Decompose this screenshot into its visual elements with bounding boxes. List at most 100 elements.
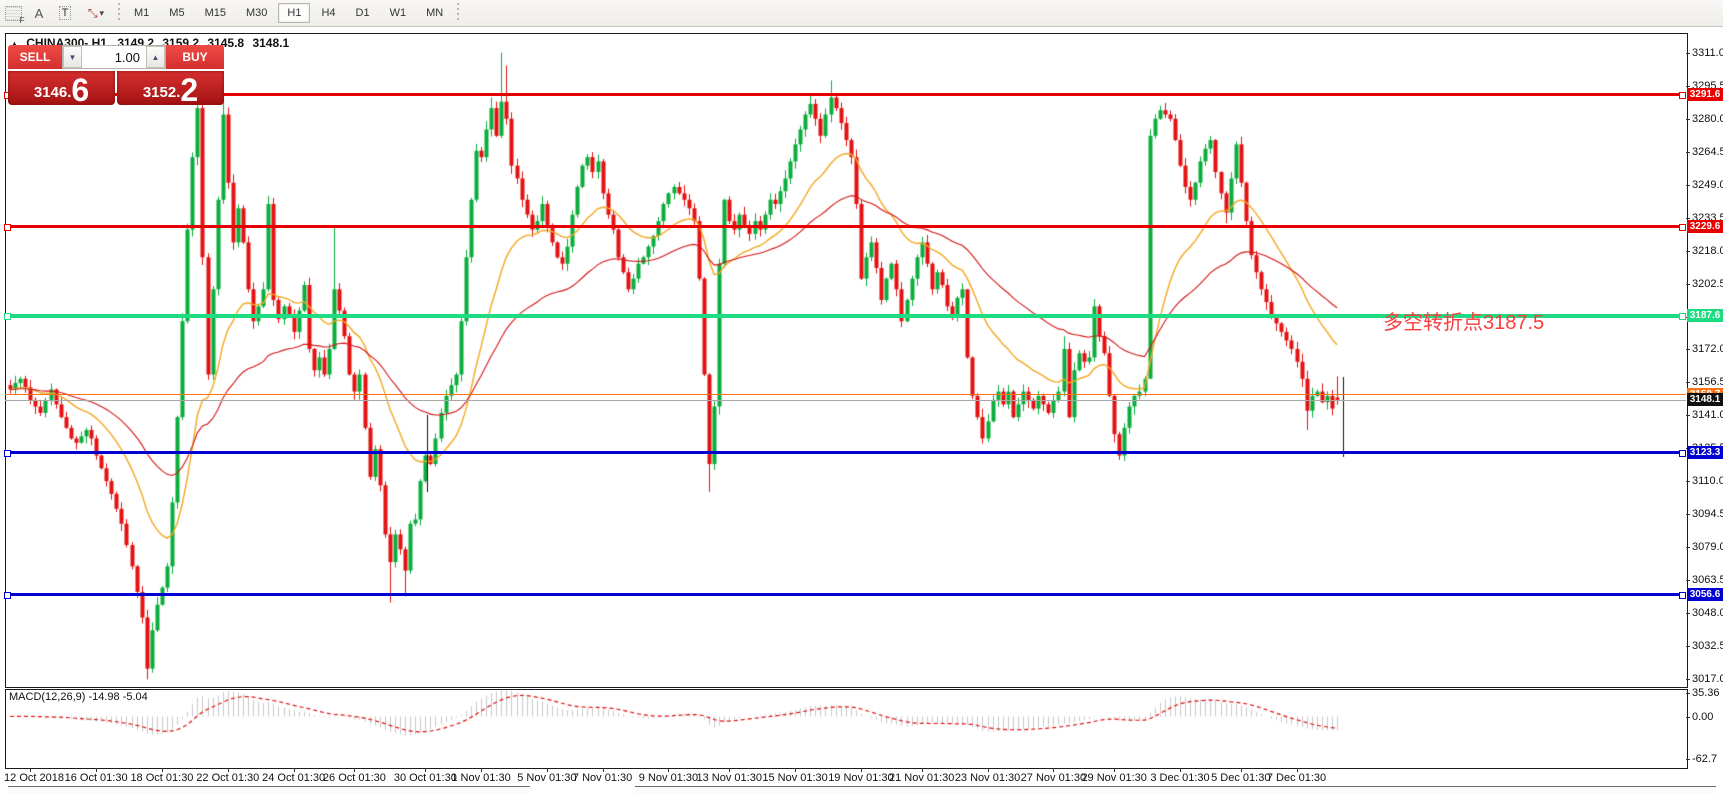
time-axis-tickmark (987, 768, 989, 772)
price-axis-tickmark (1686, 348, 1690, 350)
one-click-trade-panel: SELL ▼ 1.00 ▲ BUY 3146 . 6 3152 . 2 (8, 45, 224, 108)
price-axis-tick: 3202.5 (1692, 277, 1723, 290)
time-axis-tickmark (354, 768, 356, 772)
time-axis-tickmark (1240, 768, 1242, 772)
hline-endpoint-marker (4, 223, 11, 231)
price-axis-tickmark (1686, 85, 1690, 87)
price-axis-tickmark (1686, 613, 1690, 615)
time-axis-tickmark (1053, 768, 1055, 772)
time-axis-tickmark (1180, 768, 1181, 772)
volume-input[interactable]: 1.00 (114, 49, 140, 65)
time-axis-label: 15 Nov 01:30 (762, 772, 828, 784)
price-axis-tick: 3094.5 (1692, 508, 1723, 521)
time-axis-label: 12 Oct 2018 (4, 772, 64, 784)
hline-endpoint-marker (4, 592, 11, 600)
volume-down-button[interactable]: ▼ (63, 46, 82, 68)
price-axis-tickmark (1686, 250, 1690, 252)
time-axis-tickmark (602, 768, 604, 772)
price-axis-tickmark (1686, 151, 1690, 153)
bottom-strip (8, 786, 530, 794)
macd-axis-tick: 35.36 (1692, 686, 1720, 699)
time-axis-tickmark (729, 768, 731, 772)
macd-axis-tickmark (1686, 692, 1690, 694)
time-axis-tickmark (1296, 768, 1298, 772)
hline-3291.6[interactable] (5, 92, 1686, 96)
time-axis-label: 23 Nov 01:30 (954, 772, 1021, 784)
time-axis-label: 29 Nov 01:30 (1081, 772, 1147, 784)
macd-axis-tick: -62.7 (1692, 752, 1718, 765)
time-axis-tickmark (96, 768, 98, 772)
price-axis-tick: 3017.0 (1692, 673, 1723, 686)
buy-button[interactable]: BUY (166, 45, 224, 69)
time-axis-label: 3 Dec 01:30 (1150, 772, 1210, 784)
hline-3150.7[interactable] (5, 393, 1686, 395)
time-axis-label: 26 Oct 01:30 (322, 772, 386, 784)
close-value: 3148.1 (252, 36, 290, 50)
price-axis-tickmark (1686, 217, 1690, 219)
price-axis-tickmark (1686, 52, 1690, 54)
price-axis-tickmark (1686, 547, 1690, 549)
price-axis-tick: 3032.5 (1692, 640, 1723, 653)
hline-endpoint-marker (1679, 313, 1686, 321)
price-badge-3123.3: 3123.3 (1687, 446, 1723, 460)
price-axis-tickmark (1686, 118, 1690, 120)
price-axis-tick: 3218.0 (1692, 244, 1723, 257)
time-axis-label: 5 Dec 01:30 (1211, 772, 1271, 784)
hline-endpoint-marker (4, 313, 11, 321)
price-axis-tickmark (1686, 283, 1690, 285)
time-axis-label: 19 Nov 01:30 (828, 772, 894, 784)
hline-endpoint-marker (1679, 91, 1686, 99)
current-price-line (5, 399, 1686, 401)
hline-3123.3[interactable] (5, 451, 1686, 455)
macd-indicator-label: MACD(12,26,9) -14.98 -5.04 (9, 691, 148, 703)
macd-axis-tickmark (1686, 758, 1690, 760)
buy-price-prefix: 3152 (142, 84, 177, 101)
price-axis-tickmark (1686, 415, 1690, 417)
sell-price-prefix: 3146 (33, 84, 68, 101)
price-axis-tick: 3110.0 (1692, 475, 1723, 488)
time-axis-tickmark (425, 768, 427, 772)
price-axis-tickmark (1686, 514, 1690, 516)
current-price-badge: 3148.1 (1687, 393, 1723, 407)
time-axis-label: 30 Oct 01:30 (393, 772, 457, 784)
price-badge-3187.6: 3187.6 (1687, 309, 1723, 323)
price-axis-tick: 3156.5 (1692, 375, 1723, 388)
time-axis-tickmark (860, 768, 862, 772)
hline-3187.6[interactable] (5, 313, 1686, 318)
time-axis-label: 22 Oct 01:30 (196, 772, 260, 784)
time-axis-label: 9 Nov 01:30 (638, 772, 699, 784)
hline-endpoint-marker (1679, 450, 1686, 458)
sell-button[interactable]: SELL (8, 45, 62, 69)
price-axis-tick: 3172.0 (1692, 342, 1723, 355)
macd-axis-tickmark (1686, 716, 1690, 718)
chinese-annotation[interactable]: 多空转折点3187.5 (1383, 312, 1545, 334)
hline-3056.6[interactable] (5, 593, 1686, 597)
time-axis-label: 5 Nov 01:30 (517, 772, 577, 784)
time-axis-label: 24 Oct 01:30 (262, 772, 326, 784)
sell-price-panel[interactable]: 3146 . 6 (8, 71, 115, 106)
price-badge-3291.6: 3291.6 (1687, 87, 1723, 101)
time-axis-tickmark (161, 768, 163, 772)
buy-price-last-digit: 2 (180, 72, 199, 108)
time-axis-label: 21 Nov 01:30 (888, 772, 955, 784)
price-axis-tickmark (1686, 184, 1690, 186)
time-axis-tickmark (668, 768, 670, 772)
time-axis-tickmark (921, 768, 923, 772)
collapse-arrow-icon[interactable]: ▲ (10, 39, 19, 49)
time-axis-label: 7 Dec 01:30 (1266, 772, 1327, 784)
time-axis-tickmark (795, 768, 797, 772)
hline-endpoint-marker (4, 450, 11, 458)
price-axis-tick: 3264.5 (1692, 145, 1723, 158)
time-axis-label: 27 Nov 01:30 (1020, 772, 1087, 784)
volume-up-button[interactable]: ▲ (146, 46, 165, 68)
price-axis-tickmark (1686, 646, 1690, 648)
buy-price-panel[interactable]: 3152 . 2 (117, 71, 224, 108)
hline-3229.6[interactable] (5, 224, 1686, 228)
time-axis-tickmark (227, 768, 229, 772)
price-axis-tickmark (1686, 381, 1690, 383)
time-axis-tickmark (1114, 768, 1116, 772)
time-axis-label: 18 Oct 01:30 (130, 772, 194, 784)
price-axis-tickmark (1686, 481, 1690, 483)
time-axis-tickmark (546, 768, 548, 772)
